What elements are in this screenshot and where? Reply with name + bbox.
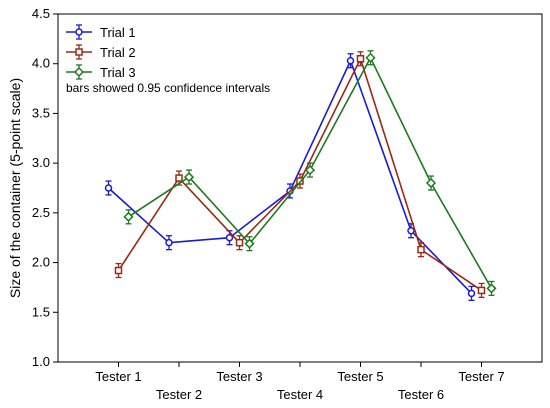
x-tick-label: Tester 3 — [216, 369, 262, 384]
data-point — [418, 247, 424, 253]
x-tick-label: Tester 2 — [156, 387, 202, 402]
legend-label: Trial 3 — [100, 65, 136, 80]
y-tick-label: 1.0 — [32, 354, 50, 369]
data-point — [116, 268, 122, 274]
y-axis-title: Size of the container (5-point scale) — [7, 78, 23, 298]
data-point — [469, 290, 475, 296]
legend-label: Trial 2 — [100, 45, 136, 60]
x-tick-label: Tester 4 — [277, 387, 323, 402]
confidence-note: bars showed 0.95 confidence intervals — [66, 81, 270, 95]
data-point — [176, 175, 182, 181]
data-point — [358, 56, 364, 62]
legend-label: Trial 1 — [100, 25, 136, 40]
y-tick-label: 2.5 — [32, 205, 50, 220]
x-tick-label: Tester 1 — [95, 369, 141, 384]
y-tick-label: 3.0 — [32, 155, 50, 170]
y-tick-label: 1.5 — [32, 304, 50, 319]
x-tick-label: Tester 6 — [398, 387, 444, 402]
legend-marker — [76, 49, 82, 55]
data-point — [348, 58, 354, 64]
data-point — [408, 228, 414, 234]
y-tick-label: 3.5 — [32, 105, 50, 120]
data-point — [227, 235, 233, 241]
data-point — [237, 240, 243, 246]
y-tick-label: 2.0 — [32, 255, 50, 270]
y-tick-label: 4.0 — [32, 56, 50, 71]
data-point — [479, 287, 485, 293]
y-tick-label: 4.5 — [32, 6, 50, 21]
x-tick-label: Tester 7 — [458, 369, 504, 384]
legend-marker — [76, 29, 82, 35]
data-point — [106, 185, 112, 191]
data-point — [166, 240, 172, 246]
x-tick-label: Tester 5 — [337, 369, 383, 384]
